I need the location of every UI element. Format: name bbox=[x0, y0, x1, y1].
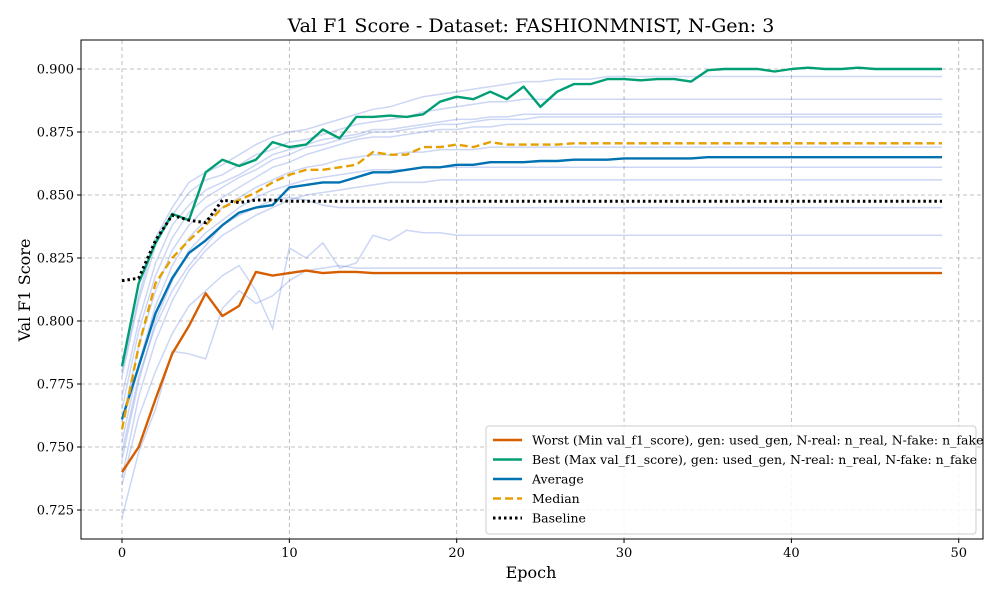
y-tick-label: 0.775 bbox=[37, 378, 74, 393]
legend-label: Best (Max val_f1_score), gen: used_gen, … bbox=[532, 452, 977, 467]
y-tick-label: 0.825 bbox=[37, 251, 74, 266]
background-run-line bbox=[121, 146, 942, 443]
legend-label: Median bbox=[532, 491, 580, 506]
legend-box bbox=[485, 425, 977, 535]
x-axis-label: Epoch bbox=[506, 563, 557, 582]
background-run-line bbox=[121, 75, 942, 372]
y-tick-label: 0.875 bbox=[37, 125, 74, 140]
chart-title: Val F1 Score - Dataset: FASHIONMNIST, N-… bbox=[287, 15, 775, 37]
series-line-2 bbox=[120, 155, 942, 420]
y-tick-label: 0.900 bbox=[37, 62, 74, 77]
y-axis-label: Val F1 Score bbox=[15, 239, 34, 343]
x-tick-label: 30 bbox=[616, 546, 633, 561]
series-line-0 bbox=[120, 269, 942, 473]
background-run-line bbox=[121, 116, 942, 410]
legend-label: Average bbox=[531, 472, 584, 487]
series-lines bbox=[120, 66, 942, 473]
x-tick-label: 20 bbox=[448, 546, 465, 561]
background-run-line bbox=[121, 113, 942, 397]
y-tick-label: 0.725 bbox=[37, 504, 74, 519]
y-tick-label: 0.850 bbox=[37, 188, 74, 203]
background-run-line bbox=[121, 264, 942, 518]
x-tick-label: 10 bbox=[281, 546, 298, 561]
plot-frame bbox=[80, 39, 984, 540]
series-line-3 bbox=[120, 140, 942, 430]
x-tick-label: 50 bbox=[950, 546, 967, 561]
y-axis-ticks: 0.725 0.750 0.775 0.800 0.825 0.850 0.875 0.900 bbox=[37, 62, 81, 519]
background-run-line bbox=[121, 166, 942, 460]
x-tick-label: 40 bbox=[783, 546, 800, 561]
series-line-1 bbox=[120, 66, 942, 367]
legend-label: Worst (Min val_f1_score), gen: used_gen,… bbox=[532, 433, 983, 448]
background-run-line bbox=[121, 98, 942, 377]
background-run-line bbox=[121, 229, 942, 485]
y-tick-label: 0.800 bbox=[37, 315, 74, 330]
x-tick-label: 0 bbox=[118, 546, 126, 561]
x-axis-ticks: 0 10 20 30 40 50 bbox=[118, 539, 967, 561]
legend-label: Baseline bbox=[532, 511, 586, 526]
series-line-4 bbox=[121, 198, 942, 283]
background-run-line bbox=[121, 179, 942, 478]
background-run-line bbox=[121, 123, 942, 422]
y-tick-label: 0.750 bbox=[37, 441, 74, 456]
legend: Worst (Min val_f1_score), gen: used_gen,… bbox=[485, 425, 983, 535]
